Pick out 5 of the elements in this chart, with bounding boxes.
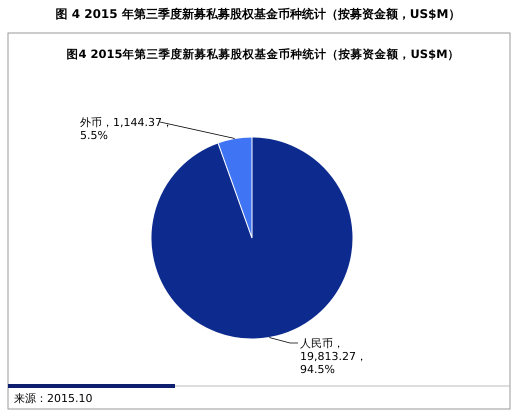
slice-label: 外币，1,144.37， 5.5% [80, 116, 173, 142]
chart-subtitle: 图4 2015年第三季度新募私募股权基金币种统计（按募资金额，US$M） [66, 47, 460, 61]
slice-label: 人民币， 19,813.27， 94.5% [300, 337, 367, 376]
source-note: 来源：2015.10 [14, 392, 92, 405]
chart-title: 图 4 2015 年第三季度新募私募股权基金币种统计（按募资金额，US$M） [56, 7, 460, 21]
